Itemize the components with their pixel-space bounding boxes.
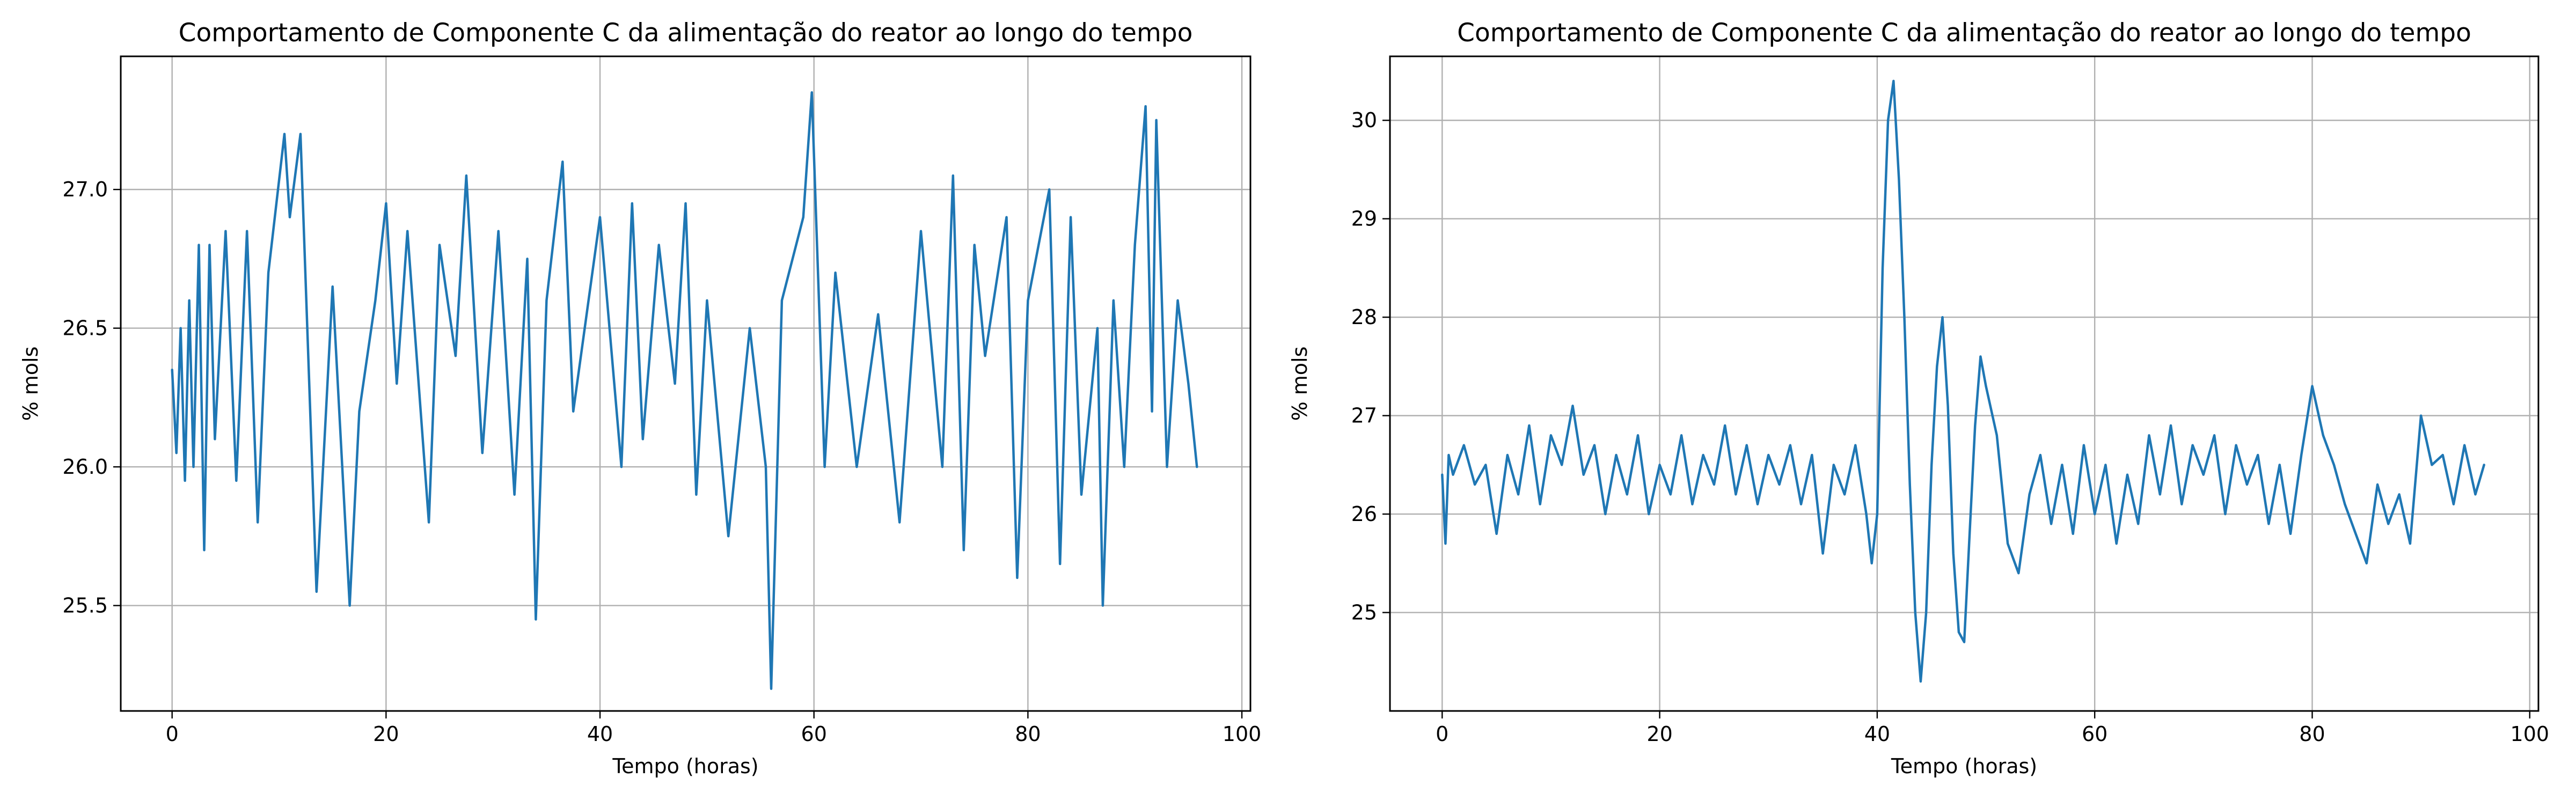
right-chart: 0 20 40 60 80 100 25 26 27 28 29 30 Comportamento … bbox=[1288, 18, 2549, 778]
right-chart-y-tick-label: 27 bbox=[1351, 404, 1377, 428]
right-chart-y-tick-label: 28 bbox=[1351, 305, 1377, 329]
right-chart-x-tick-label: 20 bbox=[1646, 722, 1672, 746]
right-chart-x-tick-label: 40 bbox=[1864, 722, 1890, 746]
left-chart-series-line bbox=[171, 91, 1198, 690]
right-chart-y-tick-label: 26 bbox=[1351, 502, 1377, 526]
left-chart: 0 20 40 60 80 100 25.5 26.0 26.5 27.0 Comportame… bbox=[19, 18, 1261, 778]
right-chart-y-tick-label: 25 bbox=[1351, 601, 1377, 625]
right-chart-title: Comportamento de Componente C da aliment… bbox=[1457, 18, 2471, 48]
right-chart-x-axis-label: Tempo (horas) bbox=[1891, 754, 2037, 778]
right-chart-series-line bbox=[1441, 79, 2485, 683]
left-chart-x-tick-label: 60 bbox=[801, 722, 827, 746]
left-chart-x-tick-label: 40 bbox=[587, 722, 613, 746]
right-chart-x-tick-label: 80 bbox=[2299, 722, 2325, 746]
left-chart-y-tick-label: 26.5 bbox=[62, 317, 108, 340]
right-chart-y-axis-label: % mols bbox=[1288, 347, 1312, 421]
left-chart-x-tick-label: 80 bbox=[1015, 722, 1041, 746]
left-chart-y-tick-label: 25.5 bbox=[62, 594, 108, 618]
left-chart-x-tick-label: 0 bbox=[166, 722, 179, 746]
left-chart-y-axis-label: % mols bbox=[19, 347, 42, 421]
left-chart-y-tick-label: 27.0 bbox=[62, 178, 108, 201]
left-chart-plot-frame bbox=[120, 55, 1252, 712]
left-chart-title: Comportamento de Componente C da aliment… bbox=[179, 18, 1193, 48]
left-chart-y-tick-label: 26.0 bbox=[62, 455, 108, 479]
right-chart-x-tick-label: 0 bbox=[1436, 722, 1448, 746]
left-chart-x-tick-label: 20 bbox=[373, 722, 399, 746]
left-chart-x-tick-label: 100 bbox=[1223, 722, 1262, 746]
right-chart-y-tick-label: 29 bbox=[1351, 207, 1377, 231]
right-chart-y-tick-label: 30 bbox=[1351, 108, 1377, 132]
right-chart-x-tick-label: 60 bbox=[2082, 722, 2107, 746]
right-chart-plot-frame bbox=[1389, 55, 2540, 712]
right-chart-x-tick-label: 100 bbox=[2511, 722, 2550, 746]
left-chart-x-axis-label: Tempo (horas) bbox=[612, 754, 758, 778]
